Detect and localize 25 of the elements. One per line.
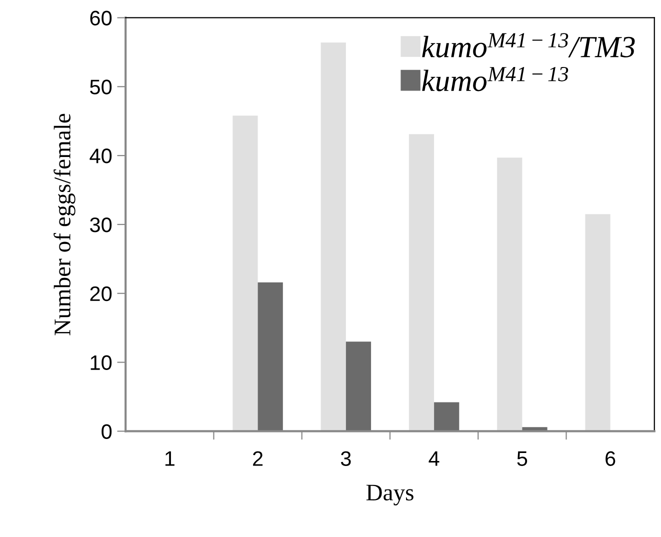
x-tick-label: 3 bbox=[340, 451, 351, 466]
y-tick-label: 40 bbox=[90, 148, 112, 164]
x-tick-label: 5 bbox=[517, 451, 528, 466]
y-tick-label: 60 bbox=[90, 10, 112, 26]
bar bbox=[434, 402, 460, 432]
x-tick-label: 4 bbox=[428, 451, 440, 466]
bar bbox=[408, 134, 434, 432]
legend-label: kumo$^{M41−13}$/TM3 bbox=[422, 33, 635, 58]
x-tick-label: 1 bbox=[165, 451, 174, 466]
x-tick-label: 2 bbox=[253, 451, 263, 466]
legend-label: kumo$^{M41−13}$ bbox=[422, 66, 568, 92]
x-tick-label: 6 bbox=[606, 451, 616, 466]
bar bbox=[320, 42, 346, 432]
y-tick-label: 0 bbox=[102, 424, 112, 439]
bar bbox=[232, 116, 258, 432]
bar bbox=[258, 282, 283, 432]
x-axis-title: Days bbox=[366, 484, 414, 506]
bar bbox=[346, 342, 372, 432]
y-axis-title: Number of eggs/female bbox=[54, 114, 76, 336]
y-tick-label: 30 bbox=[90, 217, 112, 232]
y-tick-label: 50 bbox=[90, 80, 112, 94]
y-tick-label: 20 bbox=[90, 286, 112, 302]
bar bbox=[585, 214, 610, 432]
y-tick-label: 10 bbox=[90, 355, 112, 370]
bar bbox=[497, 158, 522, 432]
